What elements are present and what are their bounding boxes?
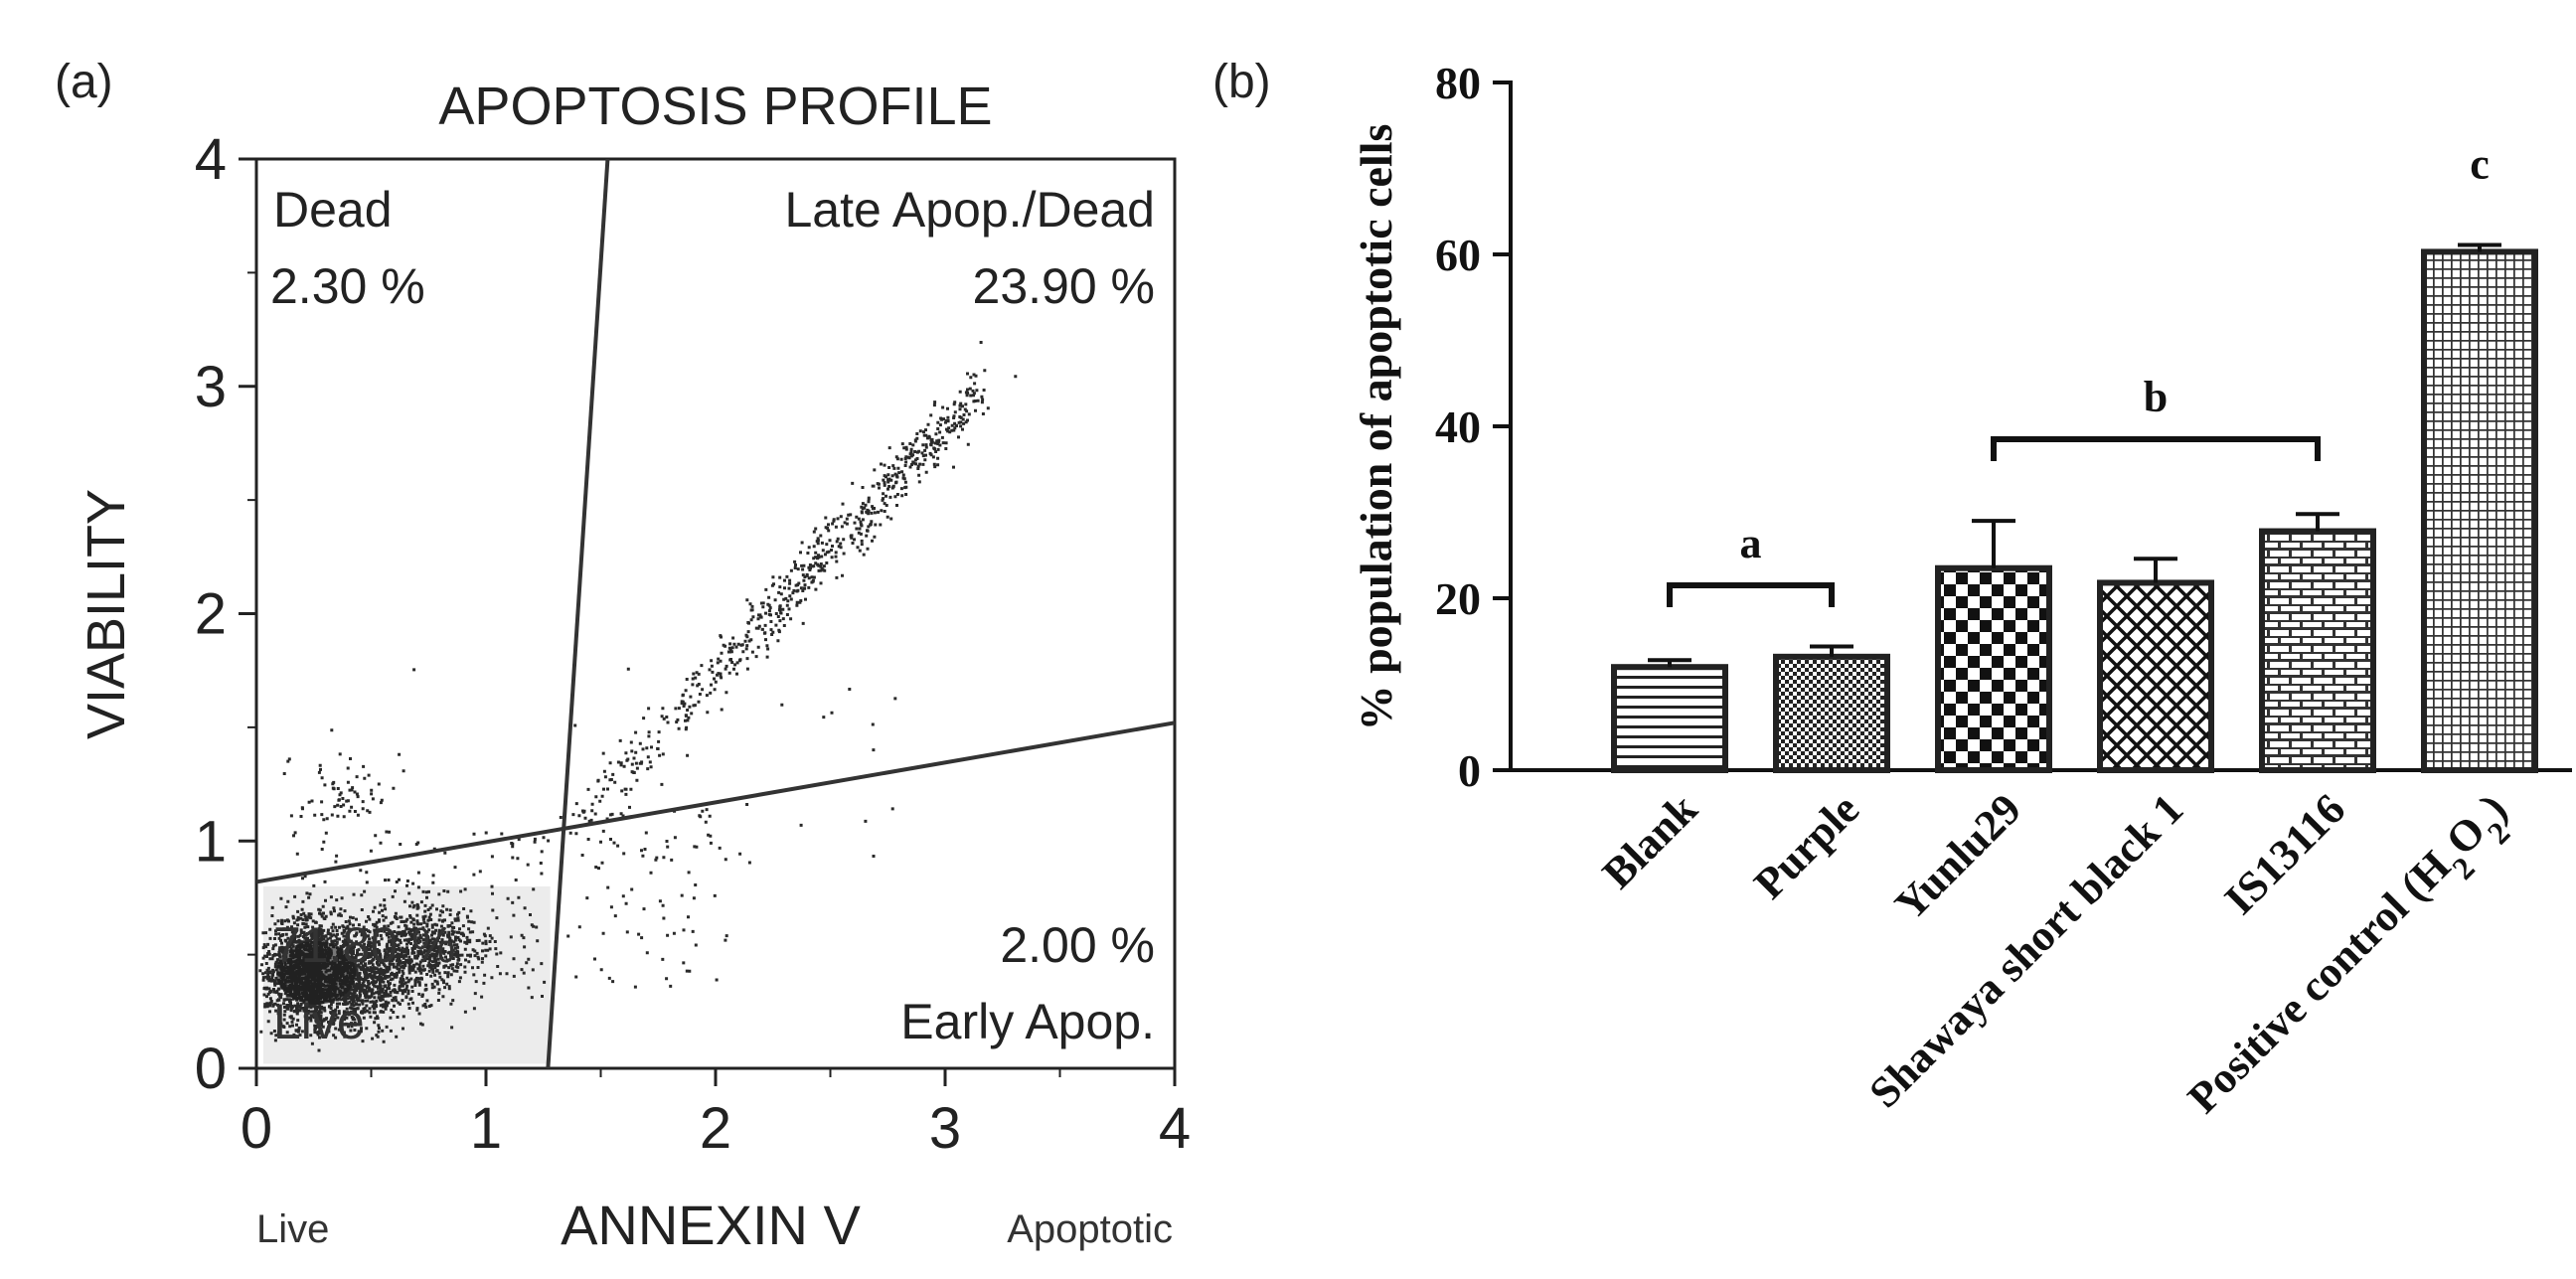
x-tick-label-a: 1 bbox=[470, 1096, 502, 1161]
category-label: Shawaya short black 1 bbox=[1859, 784, 2192, 1117]
x-tick-label-a: 2 bbox=[700, 1096, 731, 1161]
x-tick-label-a: 4 bbox=[1159, 1096, 1191, 1161]
category-label-part: Blank bbox=[1593, 784, 1707, 898]
bar-blank bbox=[1611, 664, 1728, 774]
panel-a: (a) APOPTOSIS PROFILE 0 1 2 3 4 0 1 2 3 4 Dead 2.… bbox=[55, 56, 1191, 1256]
y-tick-label-b: 60 bbox=[1435, 230, 1481, 280]
quadrant-late-percent: 23.90 % bbox=[973, 258, 1155, 314]
y-tick-label-b: 80 bbox=[1435, 58, 1481, 108]
x-end-label-live: Live bbox=[256, 1207, 329, 1251]
category-label: Purple bbox=[1745, 784, 1869, 908]
quadrant-line-horizontal bbox=[255, 720, 1176, 884]
quadrant-live-name: Live bbox=[273, 994, 365, 1049]
panel-a-label: (a) bbox=[55, 56, 113, 108]
y-tick-label-b: 40 bbox=[1435, 401, 1481, 452]
scatter-points bbox=[258, 341, 1018, 1064]
significance-letter: b bbox=[2144, 373, 2168, 421]
category-label: Blank bbox=[1593, 784, 1707, 898]
y-tick-label-a: 0 bbox=[195, 1037, 227, 1101]
category-label: Positive control (H2O2) bbox=[2178, 784, 2527, 1133]
chart-a-ylabel: VIABILITY bbox=[77, 489, 136, 739]
significance-letter: c bbox=[2470, 140, 2490, 189]
quadrant-early-percent: 2.00 % bbox=[1000, 917, 1155, 973]
chart-a-title: APOPTOSIS PROFILE bbox=[438, 77, 992, 136]
chart-a-xlabel: ANNEXIN V bbox=[561, 1194, 861, 1256]
category-label-part: Shawaya short black 1 bbox=[1859, 784, 2192, 1117]
bar-purple bbox=[1773, 653, 1890, 774]
quadrant-line-vertical bbox=[546, 158, 610, 1069]
quadrant-dead-name: Dead bbox=[273, 182, 393, 238]
bars bbox=[1611, 242, 2538, 774]
panel-b-label: (b) bbox=[1212, 56, 1271, 108]
category-label-part: O bbox=[2437, 806, 2496, 865]
y-tick-label-b: 20 bbox=[1435, 573, 1481, 624]
bar-shawaya-short-black-1 bbox=[2097, 579, 2214, 773]
significance-bracket bbox=[1667, 582, 1835, 608]
x-tick-label-a: 0 bbox=[241, 1096, 272, 1161]
quadrant-early-name: Early Apop. bbox=[900, 994, 1155, 1049]
panel-b: (b) % population of apoptotic cells 0 20 4… bbox=[1212, 56, 2572, 1133]
x-end-label-apoptotic: Apoptotic bbox=[1007, 1207, 1173, 1251]
y-tick-label-a: 4 bbox=[195, 127, 227, 192]
significance-annotations: a b c bbox=[1667, 140, 2490, 608]
plot-a-axes: 0 1 2 3 4 0 1 2 3 4 bbox=[195, 127, 1191, 1161]
chart-b-ylabel: % population of apoptotic cells bbox=[1351, 124, 1401, 731]
y-tick-label-a: 1 bbox=[195, 809, 227, 874]
bar-is13116 bbox=[2259, 528, 2376, 774]
category-label-part: Yunlu29 bbox=[1885, 784, 2030, 929]
quadrant-live-percent: 71.80 % bbox=[273, 917, 455, 973]
bar-yunlu29 bbox=[1935, 564, 2052, 773]
quadrant-late-name: Late Apop./Dead bbox=[784, 182, 1155, 238]
quadrant-dead-percent: 2.30 % bbox=[270, 258, 425, 314]
y-tick-label-b: 0 bbox=[1458, 745, 1481, 796]
significance-bracket bbox=[1991, 435, 2321, 461]
category-label-part: IS13116 bbox=[2215, 784, 2354, 923]
category-label-part: Purple bbox=[1745, 784, 1869, 908]
category-label: Yunlu29 bbox=[1885, 784, 2030, 929]
y-tick-label-a: 2 bbox=[195, 582, 227, 647]
bar-positive-control-h2o2- bbox=[2421, 248, 2538, 773]
x-tick-label-a: 3 bbox=[929, 1096, 961, 1161]
y-tick-label-a: 3 bbox=[195, 355, 227, 419]
scatter-density-core bbox=[276, 940, 357, 1005]
category-label: IS13116 bbox=[2215, 784, 2354, 923]
significance-letter: a bbox=[1740, 519, 1762, 567]
